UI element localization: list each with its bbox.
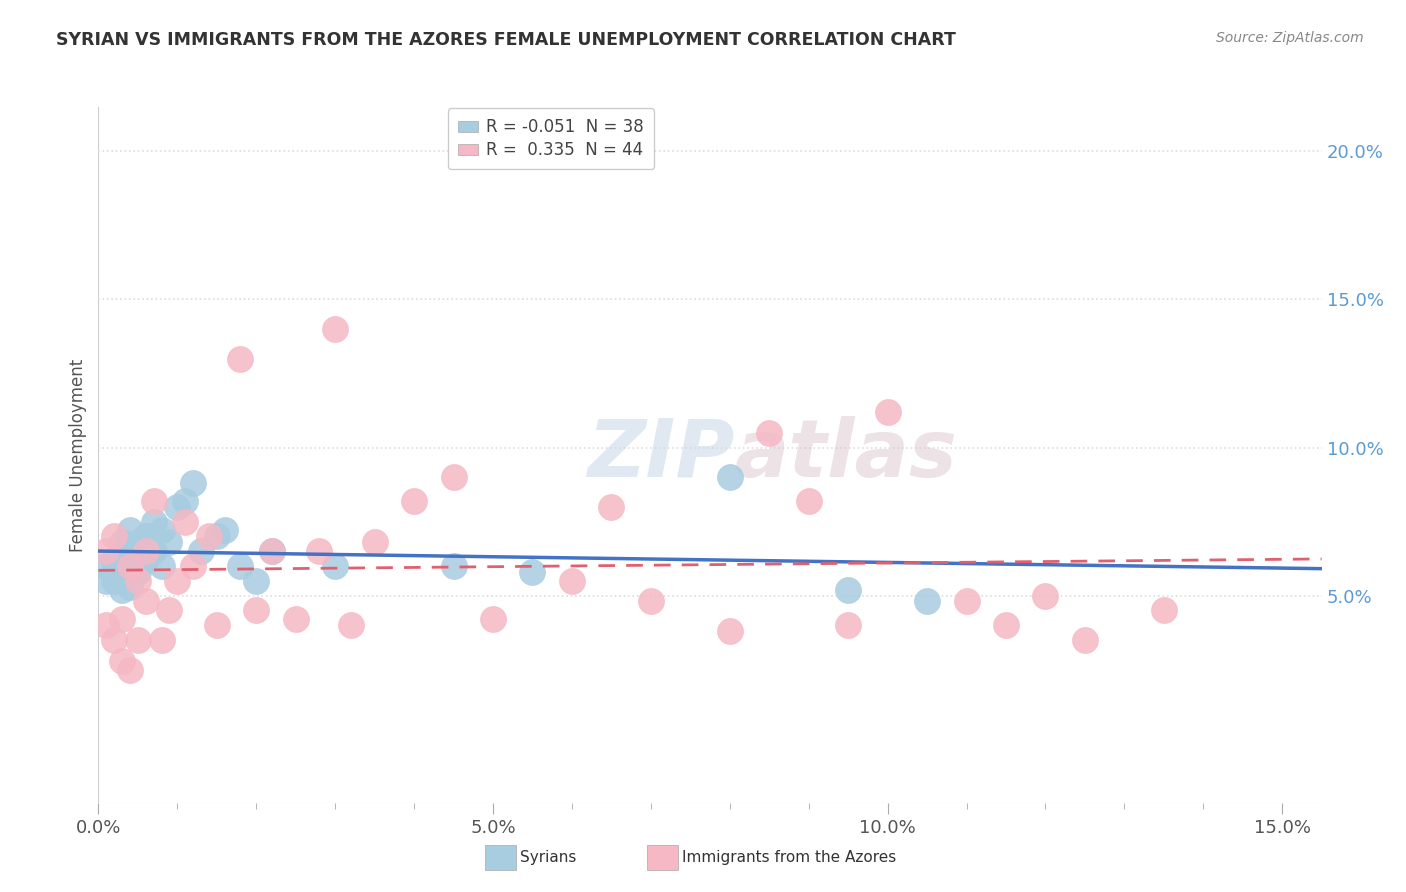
Point [174,515,197,529]
Point [135,529,157,543]
Point [797,493,820,508]
Point [260,544,283,558]
Point [600,500,623,514]
Point [214,524,236,538]
Point [103,529,125,543]
Point [166,574,188,588]
Point [245,574,267,588]
Point [323,558,346,573]
Point [482,612,505,626]
Point [1074,632,1097,647]
Point [111,544,134,558]
Point [404,493,426,508]
Point [111,612,134,626]
Point [159,535,181,549]
Point [205,529,228,543]
Point [229,558,252,573]
Point [340,618,363,632]
Point [181,558,204,573]
Point [96,574,118,588]
Point [308,544,330,558]
Point [443,470,465,484]
Point [718,624,741,638]
Point [118,558,141,573]
Point [135,544,157,558]
Point [159,603,181,617]
Point [127,535,149,549]
Point [142,544,165,558]
Text: ZIP: ZIP [588,416,734,494]
Point [561,574,583,588]
Point [1035,589,1057,603]
Point [994,618,1017,632]
Point [758,425,780,440]
Text: Immigrants from the Azores: Immigrants from the Azores [682,850,896,864]
Point [198,529,221,543]
Point [142,493,165,508]
Point [181,476,204,491]
Point [245,603,267,617]
Point [174,493,197,508]
Point [363,535,385,549]
Y-axis label: Female Unemployment: Female Unemployment [69,359,87,551]
Point [150,524,173,538]
Point [127,565,149,579]
Point [229,351,252,366]
Point [96,544,118,558]
Point [135,594,157,608]
Text: SYRIAN VS IMMIGRANTS FROM THE AZORES FEMALE UNEMPLOYMENT CORRELATION CHART: SYRIAN VS IMMIGRANTS FROM THE AZORES FEM… [56,31,956,49]
Point [127,632,149,647]
Point [443,558,465,573]
Point [876,405,898,419]
Point [260,544,283,558]
Point [118,663,141,677]
Point [103,565,125,579]
Point [118,565,141,579]
Point [205,618,228,632]
Text: Source: ZipAtlas.com: Source: ZipAtlas.com [1216,31,1364,45]
Point [111,535,134,549]
Text: atlas: atlas [734,416,957,494]
Point [323,322,346,336]
Point [522,565,544,579]
Point [111,565,134,579]
Point [915,594,938,608]
Point [103,553,125,567]
Point [150,558,173,573]
Point [111,654,134,668]
Point [837,618,859,632]
Point [103,574,125,588]
Point [111,582,134,597]
Legend: R = -0.051  N = 38, R =  0.335  N = 44: R = -0.051 N = 38, R = 0.335 N = 44 [449,109,654,169]
Point [135,553,157,567]
Point [955,594,977,608]
Point [718,470,741,484]
Point [96,618,118,632]
Point [1153,603,1175,617]
Point [127,553,149,567]
Point [166,500,188,514]
Point [284,612,307,626]
Point [127,574,149,588]
Point [837,582,859,597]
Point [640,594,662,608]
Point [150,632,173,647]
Point [103,632,125,647]
Point [118,544,141,558]
Point [142,515,165,529]
Text: Syrians: Syrians [520,850,576,864]
Point [190,544,212,558]
Point [96,558,118,573]
Point [118,580,141,594]
Point [118,524,141,538]
